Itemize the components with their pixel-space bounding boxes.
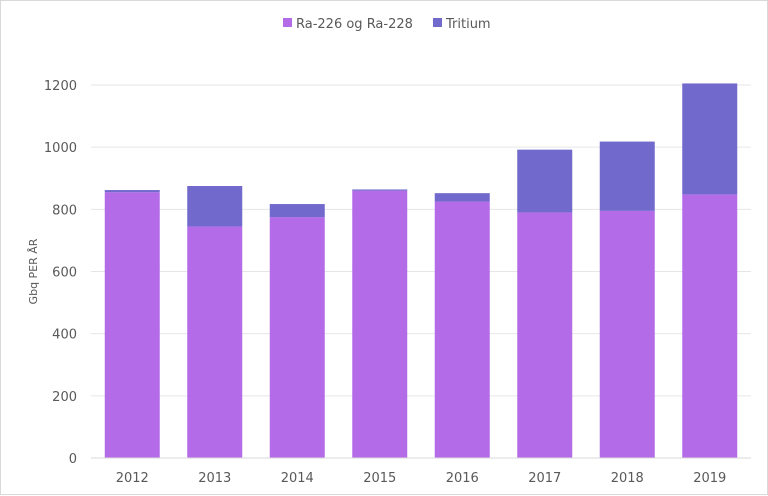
- legend-swatch-ra: [283, 18, 292, 27]
- bar-2017-ra: [517, 212, 573, 458]
- y-tick-label-200: 200: [52, 390, 77, 405]
- bar-2016-tritium: [434, 193, 490, 202]
- legend-swatch-tritium: [433, 18, 442, 27]
- x-tick-label-2018: 2018: [611, 471, 644, 486]
- bar-2015-ra: [352, 190, 408, 458]
- y-tick-label-1200: 1200: [44, 79, 77, 94]
- bar-2018-tritium: [599, 141, 655, 211]
- bar-2019-tritium: [682, 83, 738, 195]
- x-tick-label-2019: 2019: [693, 471, 726, 486]
- legend: Ra-226 og Ra-228 Tritium: [283, 17, 491, 32]
- bar-2012-tritium: [104, 190, 160, 193]
- x-tick-label-2013: 2013: [198, 471, 231, 486]
- y-axis-tick-labels: 0 200 400 600 800 1000 1200: [44, 79, 77, 467]
- bar-2018-ra: [599, 210, 655, 458]
- x-axis-tick-labels: 2012 2013 2014 2015 2016 2017 2018 2019: [116, 471, 727, 486]
- x-tick-label-2012: 2012: [116, 471, 149, 486]
- bar-2013-tritium: [187, 186, 243, 227]
- y-tick-label-600: 600: [52, 266, 77, 281]
- y-tick-label-0: 0: [69, 452, 77, 467]
- x-tick-label-2017: 2017: [528, 471, 561, 486]
- bars: [104, 83, 738, 459]
- bar-2013-ra: [187, 226, 243, 458]
- bar-2014-ra: [269, 217, 325, 458]
- bar-2014-tritium: [269, 204, 325, 218]
- bar-2017-tritium: [517, 149, 573, 213]
- bar-2019-ra: [682, 194, 738, 458]
- legend-label-ra: Ra-226 og Ra-228: [296, 17, 413, 32]
- x-tick-label-2015: 2015: [363, 471, 396, 486]
- y-tick-label-400: 400: [52, 328, 77, 343]
- y-tick-label-1000: 1000: [44, 141, 77, 156]
- y-axis-label: Gbq PER ÅR: [27, 238, 40, 304]
- x-tick-label-2014: 2014: [281, 471, 314, 486]
- bar-2012-ra: [104, 192, 160, 459]
- legend-label-tritium: Tritium: [445, 17, 491, 32]
- x-tick-label-2016: 2016: [446, 471, 479, 486]
- bar-2016-ra: [434, 201, 490, 458]
- bar-2015-tritium: [352, 189, 408, 191]
- y-tick-label-800: 800: [52, 203, 77, 218]
